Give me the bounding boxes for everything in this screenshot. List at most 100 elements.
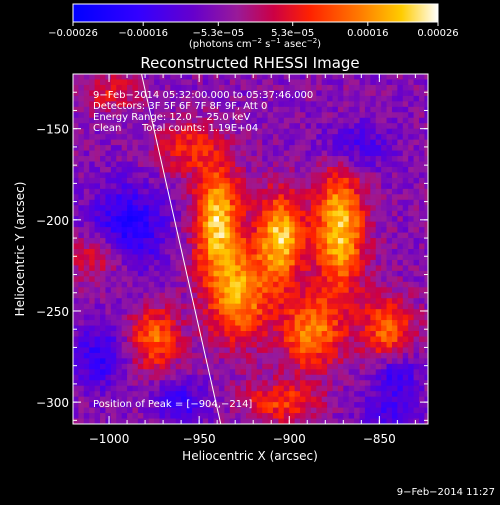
heatmap-cell xyxy=(186,84,193,91)
heatmap-cell xyxy=(235,298,242,305)
heatmap-cell xyxy=(424,194,428,201)
heatmap-cell xyxy=(229,95,236,102)
heatmap-cell xyxy=(327,139,333,146)
heatmap-cell xyxy=(191,227,198,234)
heatmap-cell xyxy=(364,347,371,354)
heatmap-cell xyxy=(170,194,177,201)
heatmap-cell xyxy=(321,183,328,190)
heatmap-cell xyxy=(305,331,312,337)
heatmap-cell xyxy=(197,407,204,414)
heatmap-cell xyxy=(229,391,236,398)
heatmap-cell xyxy=(235,254,242,261)
heatmap-cell xyxy=(154,221,160,228)
heatmap-cell xyxy=(208,331,215,337)
heatmap-cell xyxy=(208,128,215,135)
heatmap-cell xyxy=(386,358,393,365)
heatmap-cell xyxy=(89,238,96,245)
heatmap-cell xyxy=(121,352,128,359)
heatmap-cell xyxy=(289,374,296,381)
heatmap-cell xyxy=(213,101,220,108)
heatmap-cell xyxy=(137,292,144,299)
heatmap-cell xyxy=(148,172,155,179)
heatmap-cell xyxy=(94,249,101,255)
heatmap-cell xyxy=(229,227,236,234)
heatmap-cell xyxy=(218,161,225,168)
heatmap-cell xyxy=(148,341,155,348)
heatmap-cell xyxy=(332,413,339,420)
heatmap-cell xyxy=(283,194,290,201)
heatmap-cell xyxy=(83,309,90,316)
heatmap-cell xyxy=(262,134,269,141)
heatmap-cell xyxy=(148,380,155,387)
heatmap-cell xyxy=(262,292,269,299)
heatmap-cell xyxy=(413,145,420,152)
heatmap-cell xyxy=(191,150,198,157)
heatmap-cell xyxy=(397,413,404,420)
heatmap-cell xyxy=(100,139,106,146)
heatmap-cell xyxy=(143,407,150,414)
heatmap-cell xyxy=(337,396,344,403)
heatmap-cell xyxy=(262,216,269,223)
heatmap-cell xyxy=(73,156,79,162)
heatmap-cell xyxy=(267,413,274,420)
heatmap-cell xyxy=(186,309,193,316)
heatmap-cell xyxy=(83,320,90,327)
heatmap-cell xyxy=(278,380,285,387)
colorbar-tick-label: −5.3e−05 xyxy=(193,28,245,39)
heatmap-cell xyxy=(191,347,198,354)
heatmap-cell xyxy=(391,210,398,217)
heatmap-cell xyxy=(262,363,269,370)
heatmap-cell xyxy=(105,90,112,97)
heatmap-cell xyxy=(300,232,306,239)
heatmap-cell xyxy=(386,79,393,86)
heatmap-cell xyxy=(386,84,393,91)
heatmap-cell xyxy=(175,281,182,288)
heatmap-cell xyxy=(235,347,242,354)
heatmap-cell xyxy=(283,385,290,392)
heatmap-cell xyxy=(375,418,382,424)
heatmap-cell xyxy=(213,161,220,168)
heatmap-cell xyxy=(381,374,388,381)
heatmap-cell xyxy=(283,270,290,277)
heatmap-cell xyxy=(402,117,409,124)
heatmap-cell xyxy=(121,374,128,381)
heatmap-cell xyxy=(386,347,393,354)
heatmap-cell xyxy=(321,194,328,201)
heatmap-cell xyxy=(348,238,355,245)
heatmap-cell xyxy=(235,402,242,409)
heatmap-cell xyxy=(316,90,323,97)
heatmap-cell xyxy=(343,199,350,206)
heatmap-cell xyxy=(343,369,350,376)
heatmap-cell xyxy=(197,374,204,381)
heatmap-cell xyxy=(418,407,425,414)
heatmap-cell xyxy=(78,352,85,359)
heatmap-cell xyxy=(245,216,252,223)
heatmap-cell xyxy=(332,418,339,424)
heatmap-cell xyxy=(208,156,215,162)
heatmap-cell xyxy=(121,123,128,130)
heatmap-cell xyxy=(391,123,398,130)
heatmap-cell xyxy=(364,391,371,398)
heatmap-cell xyxy=(300,391,306,398)
heatmap-cell xyxy=(110,287,117,294)
heatmap-cell xyxy=(240,117,247,124)
heatmap-cell xyxy=(251,374,258,381)
heatmap-cell xyxy=(245,380,252,387)
heatmap-cell xyxy=(408,347,415,354)
heatmap-cell xyxy=(262,188,269,195)
heatmap-cell xyxy=(256,90,263,97)
heatmap-cell xyxy=(321,374,328,381)
heatmap-cell xyxy=(100,249,106,255)
heatmap-cell xyxy=(159,402,166,409)
heatmap-cell xyxy=(218,287,225,294)
heatmap-cell xyxy=(164,303,171,310)
heatmap-cell xyxy=(229,150,236,157)
heatmap-cell xyxy=(100,413,106,420)
heatmap-cell xyxy=(418,292,425,299)
heatmap-cell xyxy=(148,249,155,255)
heatmap-cell xyxy=(359,90,366,97)
heatmap-cell xyxy=(305,276,312,283)
heatmap-cell xyxy=(278,112,285,119)
heatmap-cell xyxy=(197,314,204,321)
heatmap-cell xyxy=(213,407,220,414)
